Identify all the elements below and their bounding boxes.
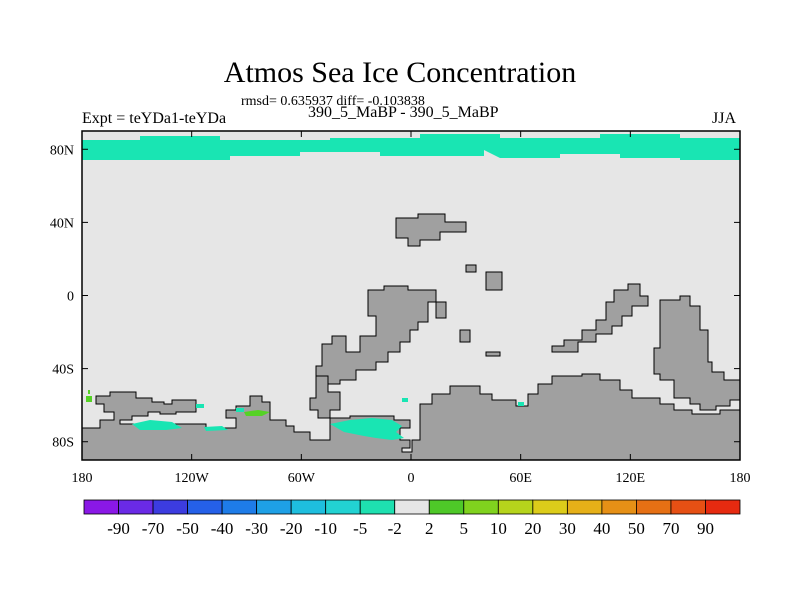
land-island-2 xyxy=(459,329,471,343)
x-tick-label: 60W xyxy=(288,471,316,486)
colorbar-swatch xyxy=(394,499,430,515)
land-island-3 xyxy=(485,351,501,357)
ice-peninsula-positive xyxy=(244,410,270,416)
x-tick-label: 0 xyxy=(408,471,415,486)
colorbar-label: 20 xyxy=(524,519,541,538)
stats-text: rmsd= 0.635937 diff= -0.103838 xyxy=(241,94,425,109)
colorbar: -90 -70 -50 -40 -30 -20 -10 -5 -2 2 5 10 20 30 40 50 70 9… xyxy=(83,499,741,538)
ice-amundsen xyxy=(204,426,228,431)
y-tick-label: 40S xyxy=(52,363,74,378)
colorbar-label: -40 xyxy=(211,519,234,538)
colorbar-swatch xyxy=(83,499,119,515)
colorbar-label: 30 xyxy=(559,519,576,538)
ice-atlantic-point xyxy=(402,398,408,402)
ice-indian-point xyxy=(518,402,524,406)
x-tick-label: 60E xyxy=(509,471,532,486)
colorbar-label: -2 xyxy=(388,519,402,538)
ice-south-pacific-point xyxy=(86,396,92,402)
colorbar-swatch xyxy=(705,499,741,515)
colorbar-swatch xyxy=(601,499,637,515)
colorbar-label: -20 xyxy=(280,519,303,538)
colorbar-label: 70 xyxy=(662,519,679,538)
colorbar-label: -5 xyxy=(353,519,367,538)
y-tick-label: 40N xyxy=(50,216,74,231)
land-arabia xyxy=(465,264,477,273)
y-tick-label: 80S xyxy=(52,436,74,451)
colorbar-swatch xyxy=(497,499,534,515)
colorbar-swatch xyxy=(463,499,499,515)
land-island-1 xyxy=(435,301,447,319)
ice-bellingshausen xyxy=(196,404,204,408)
land-masses xyxy=(81,213,741,461)
colorbar-label: 5 xyxy=(460,519,469,538)
experiment-label: Expt = teYDa1-teYDa xyxy=(82,110,227,127)
season-label: JJA xyxy=(712,110,737,127)
colorbar-swatch xyxy=(428,499,465,515)
ice-south-pacific-mark xyxy=(88,390,90,394)
y-tick-label: 80N xyxy=(50,143,74,158)
land-south-america xyxy=(315,285,437,385)
land-patagonia xyxy=(309,375,341,419)
colorbar-label: -90 xyxy=(107,519,130,538)
x-tick-label: 120W xyxy=(175,471,210,486)
colorbar-swatch xyxy=(325,499,361,515)
land-antarctica xyxy=(81,373,741,461)
colorbar-swatch xyxy=(187,499,223,515)
land-australia xyxy=(653,295,741,411)
colorbar-swatch xyxy=(152,499,188,515)
colorbar-swatch xyxy=(670,499,706,515)
land-maritime xyxy=(551,283,649,353)
ice-arctic-band xyxy=(82,134,740,160)
land-india xyxy=(485,271,503,291)
y-tick-label: 0 xyxy=(67,290,74,305)
colorbar-label: 2 xyxy=(425,519,434,538)
colorbar-swatch xyxy=(359,499,396,515)
colorbar-swatch xyxy=(256,499,292,515)
colorbar-label: -70 xyxy=(142,519,165,538)
colorbar-label: 10 xyxy=(490,519,507,538)
ice-ross-sea xyxy=(132,420,182,430)
land-europe xyxy=(395,213,467,247)
colorbar-label: -30 xyxy=(245,519,268,538)
colorbar-swatch xyxy=(290,499,327,515)
map-area xyxy=(81,131,741,461)
chart-title: Atmos Sea Ice Concentration xyxy=(223,56,577,89)
axis-ticks: 180 120W 60W 0 60E 120E 180 80N 40N 0 40S 80S xyxy=(50,131,751,486)
colorbar-label: 50 xyxy=(628,519,645,538)
ice-regions xyxy=(82,134,740,440)
x-tick-label: 120E xyxy=(616,471,646,486)
colorbar-label: 90 xyxy=(697,519,714,538)
colorbar-label: -50 xyxy=(176,519,199,538)
colorbar-swatch xyxy=(636,499,672,515)
x-tick-label: 180 xyxy=(72,471,93,486)
period-label: 390_5_MaBP - 390_5_MaBP xyxy=(308,104,499,121)
colorbar-swatch xyxy=(566,499,603,515)
x-tick-label: 180 xyxy=(730,471,751,486)
ice-peninsula-negative xyxy=(236,408,244,412)
colorbar-swatch xyxy=(221,499,258,515)
colorbar-swatch xyxy=(532,499,568,515)
ice-weddell-sea xyxy=(330,418,404,440)
colorbar-label: 40 xyxy=(593,519,610,538)
colorbar-label: -10 xyxy=(314,519,337,538)
colorbar-swatch xyxy=(118,499,154,515)
